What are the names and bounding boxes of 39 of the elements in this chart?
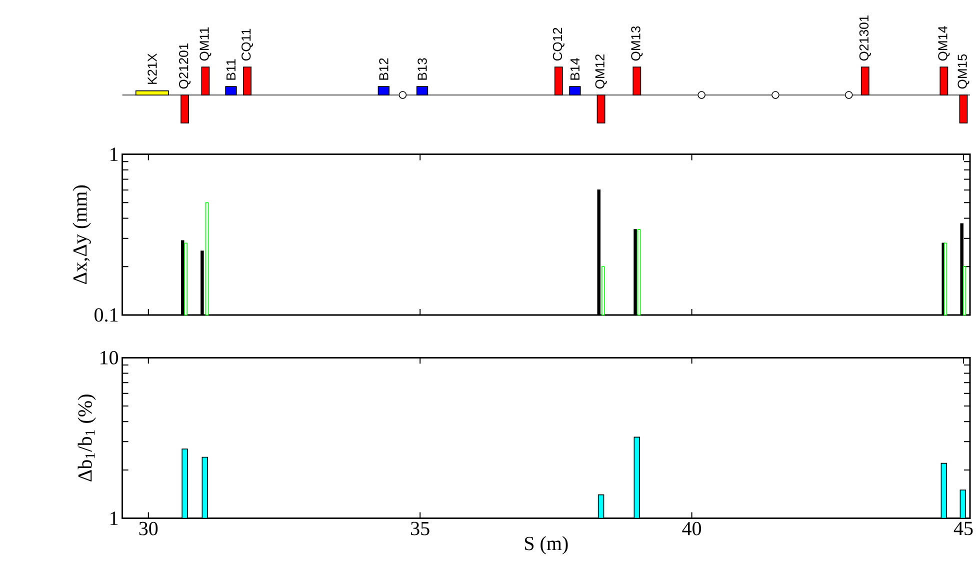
bar	[632, 66, 642, 96]
bar	[225, 86, 237, 96]
text: QM12	[595, 54, 607, 89]
text: B12	[379, 58, 388, 80]
text: QM15	[958, 54, 970, 89]
bar	[378, 86, 390, 96]
text: Q21201	[179, 44, 191, 89]
text: QM13	[631, 26, 643, 61]
y-tick-label: 10	[100, 350, 118, 364]
text: B14	[570, 58, 580, 80]
bar	[180, 94, 190, 124]
bar	[243, 66, 252, 96]
bar	[959, 94, 968, 124]
x-tick-label: 45	[954, 522, 973, 536]
text: Q21301	[859, 16, 871, 61]
bar	[201, 66, 210, 96]
y-axis-title: Δx,Δy (mm)	[72, 185, 91, 284]
text: QM14	[938, 26, 950, 61]
bar	[569, 86, 581, 96]
bar	[860, 66, 870, 96]
x-tick-label: 30	[139, 522, 158, 536]
y-axis-title: Δb$_{1}$/b$_{1}$ (%)	[78, 394, 96, 482]
y-tick-label: 1	[110, 148, 118, 161]
y-tick-label: 1	[110, 512, 118, 525]
text: K21X	[148, 53, 157, 84]
bar	[135, 90, 169, 96]
bar	[416, 86, 428, 96]
text: B11	[226, 59, 236, 80]
y-tick-label: 0.1	[94, 308, 118, 322]
text: QM11	[200, 27, 212, 61]
text: CQ11	[242, 28, 254, 61]
x-tick-label: 40	[682, 522, 702, 536]
bar	[940, 66, 948, 96]
x-axis-title: S (m)	[524, 536, 568, 554]
x-tick-label: 35	[411, 522, 430, 536]
text: CQ12	[552, 28, 564, 61]
bar	[596, 94, 606, 124]
bar	[554, 66, 563, 96]
text: B13	[418, 58, 427, 80]
